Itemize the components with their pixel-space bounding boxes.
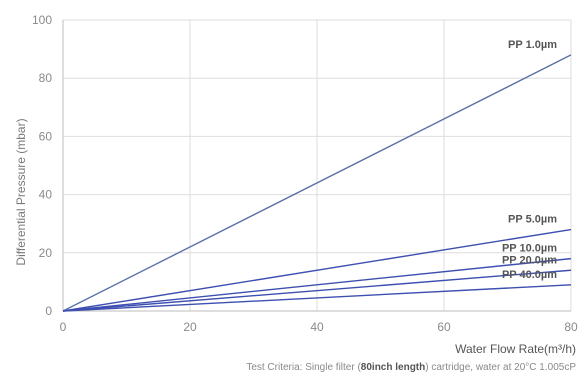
tick-labels: 0 20 40 60 80 100 0 20 40 60 80 (32, 13, 578, 334)
series-line (62, 228, 572, 312)
y-tick-label: 60 (39, 129, 53, 143)
caption-bold: 80inch length (361, 362, 425, 373)
caption-suffix: ) cartridge, water at 20°C 1.005cP (425, 362, 576, 373)
x-tick-label: 40 (310, 320, 324, 334)
y-tick-label: 20 (39, 246, 53, 260)
x-tick-label: 0 (60, 320, 67, 334)
x-tick-label: 60 (437, 320, 451, 334)
y-tick-label: 0 (45, 304, 52, 318)
series-label: PP 1.0µm (508, 39, 557, 51)
series-line (62, 284, 572, 312)
axes (62, 20, 571, 312)
series-line (62, 54, 572, 312)
x-tick-label: 80 (564, 320, 578, 334)
series-label: PP 20.0µm (502, 254, 557, 266)
y-axis-title: Differential Pressure (mbar) (14, 118, 28, 265)
series-label: PP 40.0µm (502, 269, 557, 281)
caption: Test Criteria: Single filter (80inch len… (246, 362, 576, 373)
y-tick-label: 80 (39, 71, 53, 85)
grid (63, 19, 572, 311)
y-tick-label: 100 (32, 13, 52, 27)
series-line (62, 269, 572, 312)
x-tick-label: 20 (183, 320, 197, 334)
series-lines (62, 54, 572, 312)
caption-prefix: Test Criteria: Single filter ( (246, 362, 361, 373)
series-line (62, 257, 572, 312)
series-label: PP 10.0µm (502, 243, 557, 255)
x-axis-title: Water Flow Rate(m³/h) (455, 342, 576, 356)
series-label: PP 5.0µm (508, 214, 557, 226)
y-tick-label: 40 (39, 188, 53, 202)
